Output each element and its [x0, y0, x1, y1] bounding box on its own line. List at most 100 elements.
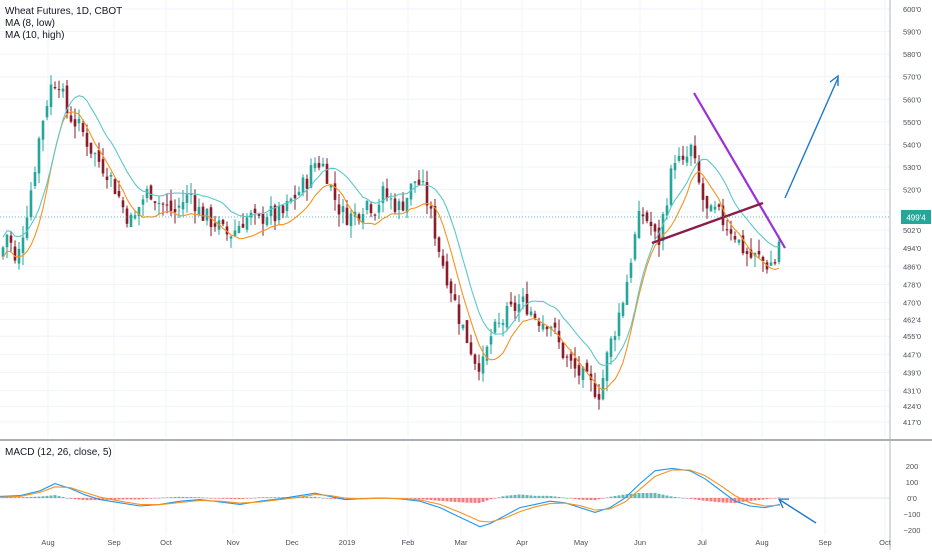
macd-histogram-bar — [773, 498, 777, 499]
macd-histogram-bar — [725, 498, 729, 503]
price-tick-label: 486'0 — [903, 262, 921, 271]
macd-legend[interactable]: MACD (12, 26, close, 5) — [5, 447, 112, 458]
price-tick-label: 502'0 — [903, 226, 921, 235]
candle-body — [37, 138, 41, 174]
macd-histogram-bar — [585, 498, 589, 500]
macd-histogram-bar — [77, 498, 81, 500]
candle-body — [457, 304, 461, 324]
candle-body — [725, 229, 729, 231]
candle-body — [401, 201, 405, 211]
macd-tick-label: 0'0 — [907, 494, 917, 503]
candle-body — [285, 200, 289, 212]
macd-histogram-bar — [193, 497, 197, 498]
macd-histogram-bar — [425, 498, 429, 500]
candle-body — [309, 165, 313, 188]
time-tick-label: Jun — [634, 538, 646, 547]
macd-histogram-bar — [165, 497, 169, 499]
uptrend-line[interactable] — [651, 201, 764, 245]
macd-histogram-bar — [125, 498, 129, 500]
price-tick-label: 478'0 — [903, 280, 921, 289]
macd-histogram-bar — [145, 498, 149, 499]
candle-body — [741, 235, 745, 254]
macd-histogram-bar — [85, 498, 89, 501]
candle-body — [109, 175, 113, 177]
macd-histogram-bar — [213, 498, 217, 499]
candle-body — [693, 145, 697, 159]
macd-axis[interactable]: 200 100 0'0 −100 −200 — [904, 462, 921, 535]
macd-histogram-bar — [645, 492, 649, 498]
candle-body — [157, 202, 161, 205]
macd-histogram-bar — [653, 492, 657, 498]
price-tick-label: 417'0 — [903, 418, 921, 427]
macd-histogram-bar — [45, 495, 49, 498]
candle-body — [205, 208, 209, 221]
candle-body — [349, 213, 353, 227]
price-axis[interactable]: 600'0 590'0 580'0 570'0 560'0 550'0 540'0 530'0… — [903, 5, 921, 427]
candle-body — [445, 261, 449, 286]
candle-body — [609, 338, 613, 357]
downtrend-line[interactable] — [693, 92, 786, 249]
candle-body — [341, 206, 345, 213]
candle-body — [241, 223, 245, 228]
macd-histogram-bar — [605, 497, 609, 499]
candle-body — [381, 186, 385, 204]
candle-body — [281, 205, 285, 214]
last-price-badge: 499'4 — [901, 210, 931, 224]
candle-body — [273, 205, 277, 222]
candle-body — [481, 356, 485, 374]
macd-arrow-head — [777, 498, 789, 509]
macd-histogram-bar — [185, 496, 189, 498]
macd-histogram-bar — [777, 497, 781, 499]
time-tick-label: Sep — [107, 538, 120, 547]
macd-histogram-bar — [169, 497, 173, 498]
candle-body — [177, 205, 181, 208]
candle-body — [385, 188, 389, 199]
macd-histogram-bar — [113, 498, 117, 500]
price-tick-label: 494'0 — [903, 244, 921, 253]
time-tick-label: Aug — [755, 538, 768, 547]
candle-body — [25, 217, 29, 239]
macd-histogram-bar — [693, 498, 697, 500]
ma-low-legend[interactable]: MA (8, low) — [5, 18, 56, 29]
time-tick-label: Sep — [818, 538, 831, 547]
macd-histogram-bar — [129, 498, 133, 500]
macd-histogram-bar — [253, 497, 257, 499]
macd-histogram-bar — [469, 498, 473, 503]
price-tick-label: 530'0 — [903, 163, 921, 172]
candle-body — [73, 119, 77, 127]
candle-body — [649, 221, 653, 227]
macd-histogram-bar — [545, 495, 549, 498]
time-tick-label: Oct — [160, 538, 173, 547]
candle-body — [141, 199, 145, 205]
candle-body — [425, 182, 429, 206]
macd-histogram-bar — [449, 498, 453, 502]
macd-histogram-bar — [153, 498, 157, 499]
macd-arrow-line[interactable] — [779, 499, 817, 524]
candle-body — [169, 200, 173, 211]
macd-histogram-bar — [529, 495, 533, 498]
candle-body — [769, 262, 773, 266]
macd-histogram-bar — [657, 493, 661, 498]
time-axis[interactable]: Aug Sep Oct Nov Dec 2019 Feb Mar Apr May Jun Jul Aug… — [41, 538, 891, 547]
time-tick-label: Aug — [41, 538, 54, 547]
macd-histogram-bar — [473, 498, 477, 503]
candle-body — [477, 363, 481, 372]
macd-histogram-bar — [465, 498, 469, 503]
candle-body — [537, 321, 541, 326]
macd-histogram-bar — [705, 498, 709, 502]
candle-body — [181, 202, 185, 210]
candle-body — [5, 234, 9, 248]
macd-histogram-bar — [421, 498, 425, 500]
macd-histogram-bar — [517, 494, 521, 498]
macd-histogram-bar — [669, 496, 673, 498]
macd-histogram-bar — [601, 498, 605, 499]
candle-body — [685, 156, 689, 163]
symbol-legend[interactable]: Wheat Futures, 1D, CBOT — [5, 6, 123, 17]
candle-body — [321, 163, 325, 167]
forecast-arrow-line[interactable] — [784, 77, 839, 199]
candle-body — [301, 177, 305, 194]
macd-histogram-bar — [73, 498, 77, 500]
ma-high-legend[interactable]: MA (10, high) — [5, 30, 65, 41]
